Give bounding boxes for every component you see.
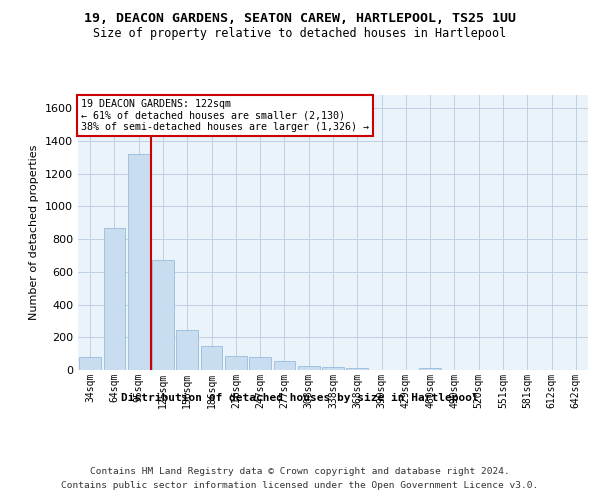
Bar bbox=[249, 357, 271, 370]
Text: 19, DEACON GARDENS, SEATON CAREW, HARTLEPOOL, TS25 1UU: 19, DEACON GARDENS, SEATON CAREW, HARTLE… bbox=[84, 12, 516, 26]
Bar bbox=[152, 260, 174, 370]
Y-axis label: Number of detached properties: Number of detached properties bbox=[29, 145, 40, 320]
Bar bbox=[200, 346, 223, 370]
Bar bbox=[79, 357, 101, 370]
Bar bbox=[346, 368, 368, 370]
Bar bbox=[298, 366, 320, 370]
Text: 19 DEACON GARDENS: 122sqm
← 61% of detached houses are smaller (2,130)
38% of se: 19 DEACON GARDENS: 122sqm ← 61% of detac… bbox=[80, 99, 368, 132]
Bar bbox=[419, 368, 441, 370]
Bar bbox=[176, 330, 198, 370]
Bar bbox=[274, 361, 295, 370]
Text: Contains public sector information licensed under the Open Government Licence v3: Contains public sector information licen… bbox=[61, 481, 539, 490]
Bar bbox=[104, 228, 125, 370]
Text: Distribution of detached houses by size in Hartlepool: Distribution of detached houses by size … bbox=[121, 392, 479, 402]
Text: Size of property relative to detached houses in Hartlepool: Size of property relative to detached ho… bbox=[94, 28, 506, 40]
Text: Contains HM Land Registry data © Crown copyright and database right 2024.: Contains HM Land Registry data © Crown c… bbox=[90, 468, 510, 476]
Bar bbox=[322, 366, 344, 370]
Bar bbox=[128, 154, 149, 370]
Bar bbox=[225, 356, 247, 370]
